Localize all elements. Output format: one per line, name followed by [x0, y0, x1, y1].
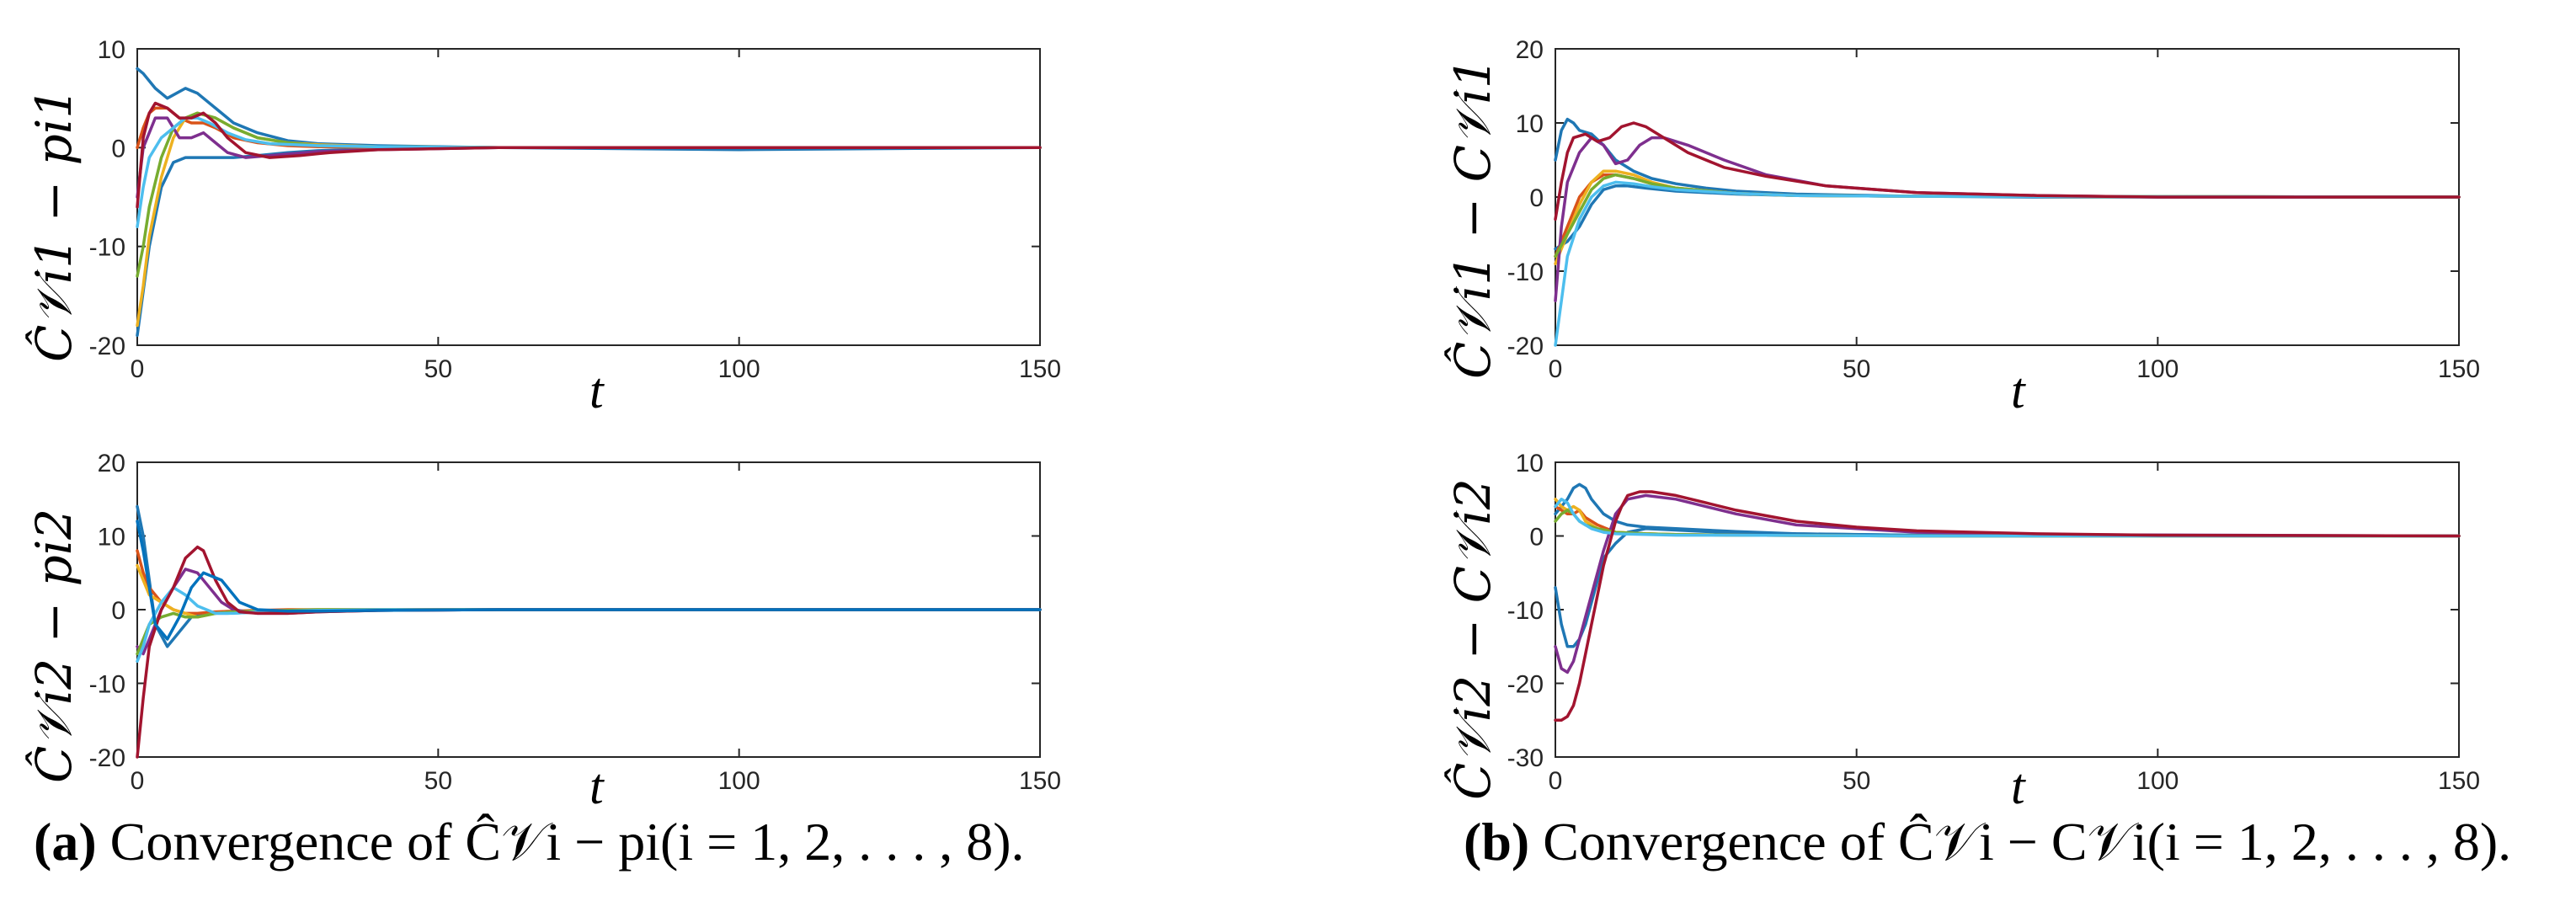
series-line-5	[136, 608, 1042, 656]
series-line-2	[136, 549, 1042, 616]
y-tick-label: -20	[89, 333, 125, 360]
x-tick-label: 0	[131, 767, 145, 795]
series-line-8	[136, 101, 1042, 209]
series-line-8	[136, 520, 1042, 641]
x-tick-label: 0	[1549, 355, 1563, 383]
panel-a-top-ylabel: Ĉ𝒱i1 − pi1	[25, 87, 83, 362]
y-tick-label: 0	[111, 135, 125, 163]
y-tick-label: -30	[1507, 744, 1544, 772]
series-line-1	[136, 67, 1042, 152]
y-tick-label: -20	[89, 744, 125, 772]
x-tick-label: 50	[424, 767, 452, 795]
panel-b-top-ylabel: Ĉ𝒱i1 − C𝒱i1	[1444, 57, 1501, 379]
y-tick-label: -10	[89, 671, 125, 699]
series-line-7	[136, 545, 1042, 759]
x-tick-label: 100	[718, 767, 760, 795]
x-tick-label: 100	[2136, 767, 2179, 795]
series-line-5	[1554, 136, 2461, 302]
x-tick-label: 150	[1019, 767, 1061, 795]
series-line-7	[1554, 180, 2461, 347]
x-tick-label: 0	[1549, 767, 1563, 795]
panel-b-bottom-xlabel: t	[2011, 759, 2025, 814]
y-tick-label: -10	[1507, 259, 1544, 286]
plot-frame	[136, 48, 1041, 346]
panel-b-bottom-ylabel: Ĉ𝒱i2 − C𝒱i2	[1444, 478, 1501, 800]
series-line-5	[1554, 493, 2461, 674]
plot-frame	[1555, 461, 2460, 758]
y-tick-label: 10	[98, 524, 125, 552]
series-line-1	[1554, 482, 2461, 538]
y-tick-label: 0	[111, 597, 125, 625]
panel-a-top-xlabel: t	[589, 363, 604, 419]
y-tick-label: 10	[1516, 110, 1544, 138]
panel-b-top-xlabel: t	[2011, 363, 2025, 419]
series-line-1	[1554, 117, 2461, 199]
caption-a-letter: (a)	[34, 812, 97, 872]
series-line-7	[136, 116, 1042, 228]
x-tick-label: 0	[131, 355, 145, 383]
series-line-6	[136, 586, 1042, 664]
y-tick-label: 10	[1516, 450, 1544, 477]
panel-b-bottom-plot: 0 50 100 150 -30 -20 -10 0 10	[1507, 450, 2480, 795]
caption-b-text: Convergence of Ĉ𝒱i − C𝒱i(i = 1, 2, . . .…	[1529, 812, 2512, 872]
panel-a-bottom-xlabel: t	[589, 759, 604, 814]
y-tick-label: -10	[1507, 597, 1544, 625]
series-line-2	[136, 146, 1042, 338]
panel-b-top-plot: 0 50 100 150 -20 -10 0 10 20	[1507, 36, 2480, 383]
series-line-8	[1554, 490, 2461, 722]
x-tick-label: 150	[1019, 355, 1061, 383]
y-tick-label: -10	[89, 234, 125, 262]
x-tick-label: 150	[2438, 355, 2480, 383]
series-line-1	[136, 504, 1042, 648]
panel-a-top-plot: 0 50 100 150 -20 -10 0 10	[89, 36, 1061, 383]
y-tick-label: -20	[1507, 671, 1544, 699]
x-tick-label: 100	[2136, 355, 2179, 383]
y-tick-label: -20	[1507, 333, 1544, 360]
caption-b: (b) Convergence of Ĉ𝒱i − C𝒱i(i = 1, 2, .…	[1464, 808, 2511, 876]
y-tick-label: 0	[1529, 184, 1544, 212]
y-tick-label: 0	[1529, 524, 1544, 552]
caption-b-letter: (b)	[1464, 812, 1530, 872]
caption-a-text: Convergence of Ĉ𝒱i − pi(i = 1, 2, . . . …	[96, 812, 1025, 872]
x-tick-label: 150	[2438, 767, 2480, 795]
panel-a-bottom-plot: 0 50 100 150 -20 -10 0 10 20	[89, 450, 1061, 795]
x-tick-label: 50	[1843, 767, 1870, 795]
series-line-7	[1554, 498, 2461, 538]
caption-a: (a) Convergence of Ĉ𝒱i − pi(i = 1, 2, . …	[34, 808, 1025, 876]
series-line-2	[1554, 527, 2461, 648]
panel-a-bottom-ylabel: Ĉ𝒱i2 − pi2	[25, 508, 83, 783]
x-tick-label: 50	[424, 355, 452, 383]
y-tick-label: 10	[98, 36, 125, 64]
x-tick-label: 50	[1843, 355, 1870, 383]
y-tick-label: 20	[98, 450, 125, 477]
series-line-8	[1554, 121, 2461, 221]
x-tick-label: 100	[718, 355, 760, 383]
y-tick-label: 20	[1516, 36, 1544, 64]
